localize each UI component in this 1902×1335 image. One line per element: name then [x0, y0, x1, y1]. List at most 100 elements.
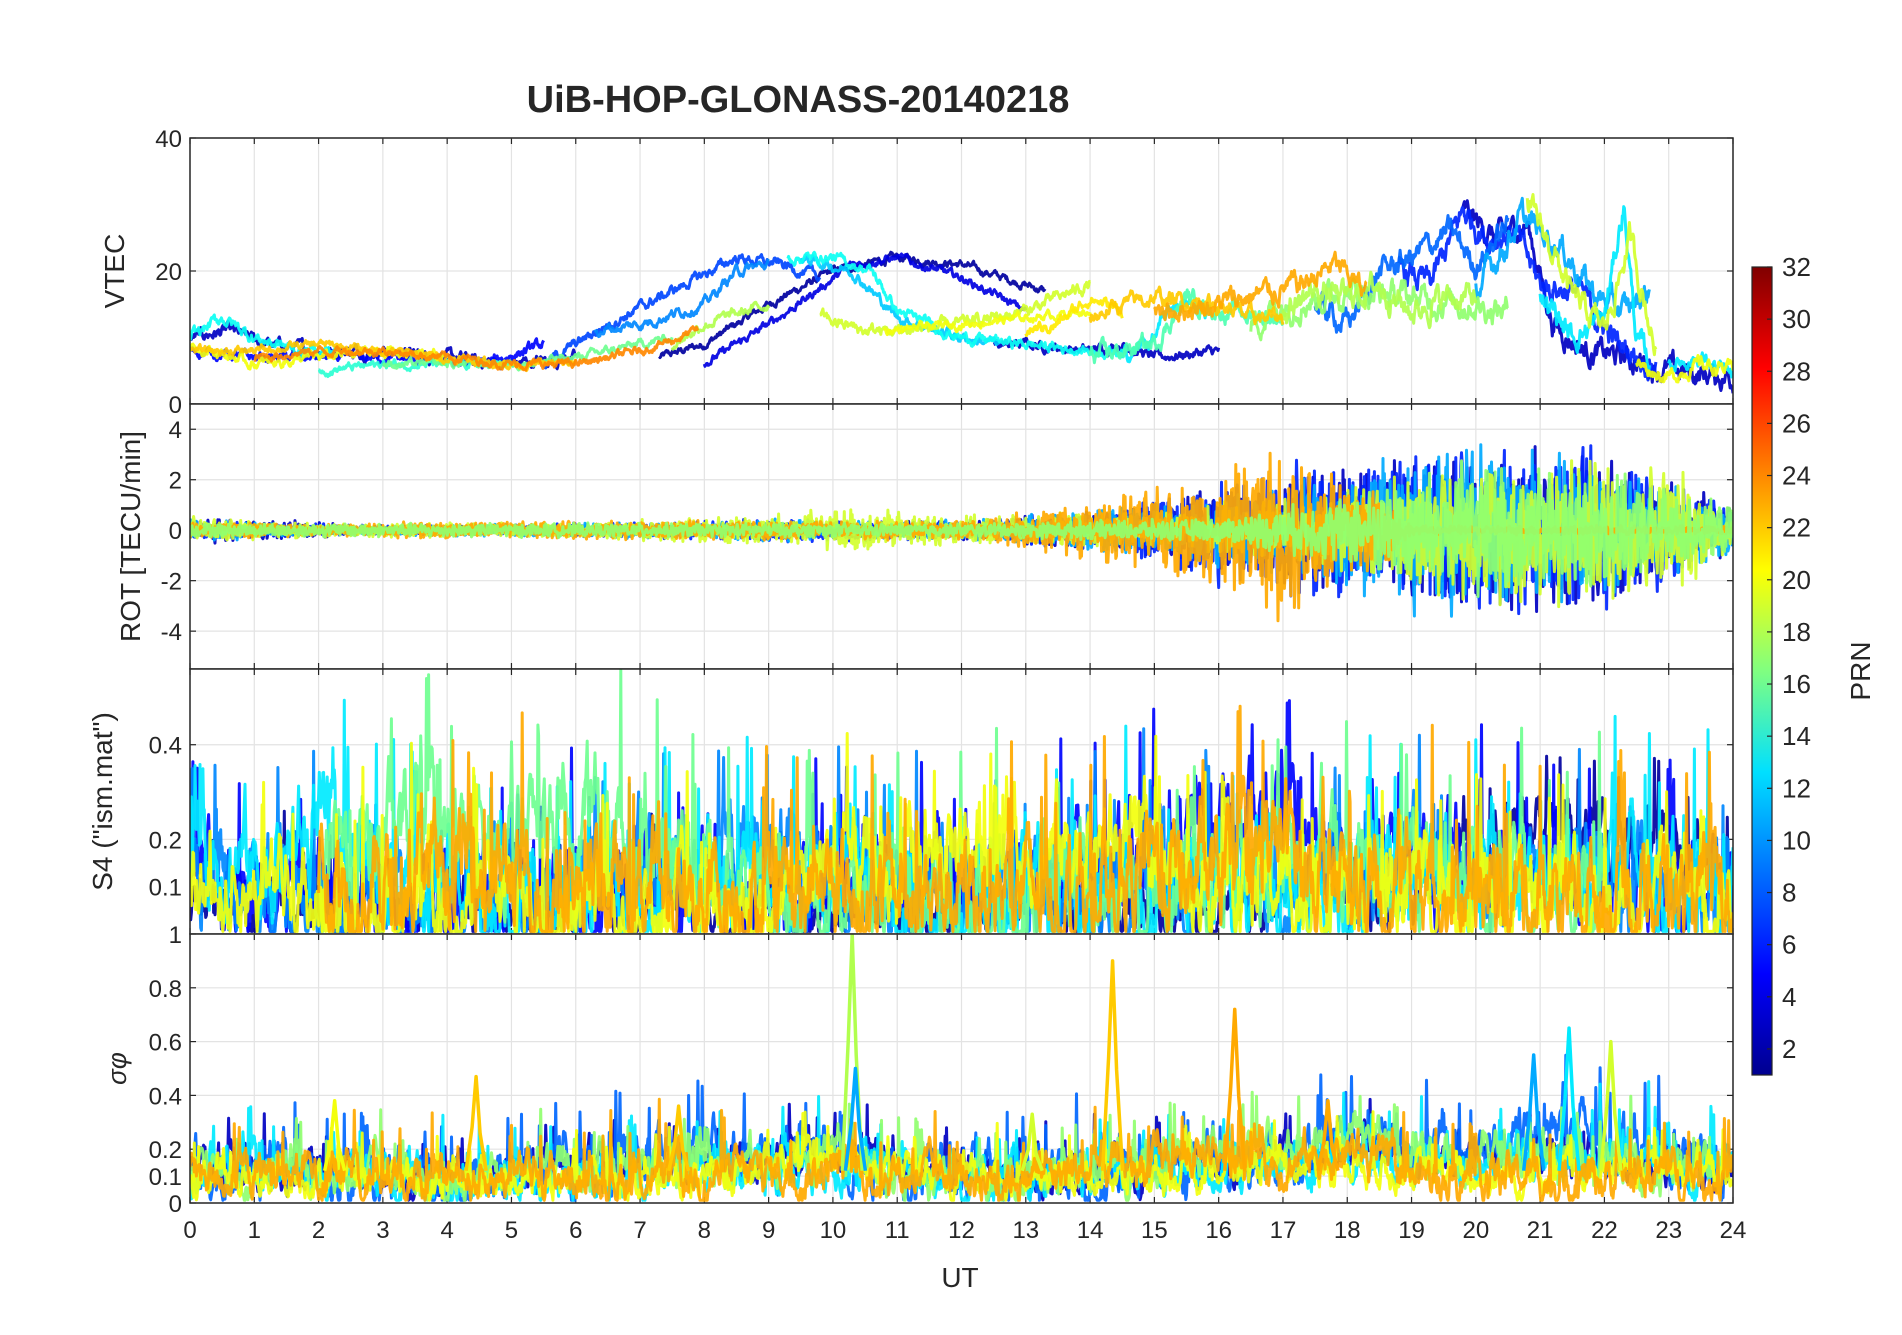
- colorbar-tick-label: 4: [1782, 982, 1796, 1012]
- x-tick-label: 17: [1270, 1217, 1297, 1244]
- vtec-series-prn-9: [593, 258, 770, 339]
- vtec-series-prn-22: [1088, 285, 1285, 326]
- rot-y-tick-label: -2: [161, 569, 182, 596]
- x-tick-label: 9: [762, 1217, 775, 1244]
- s4-series-group: [190, 669, 1733, 933]
- sigma-y-tick-label: 0.1: [149, 1164, 182, 1191]
- x-tick-label: 14: [1077, 1217, 1104, 1244]
- vtec-series-prn-19: [1525, 193, 1658, 357]
- x-axis-label: UT: [941, 1262, 978, 1293]
- colorbar-tick-label: 14: [1782, 721, 1811, 751]
- colorbar-tick-label: 30: [1782, 304, 1811, 334]
- panel-rot: -4 -2 0 2 4 ROT [TECU/min]: [115, 403, 1734, 670]
- x-tick-label: 23: [1655, 1217, 1682, 1244]
- vtec-y-tick-label: 0: [169, 392, 182, 419]
- colorbar-tick-label: 2: [1782, 1034, 1796, 1064]
- sigma-peak-prn-20: [322, 1099, 347, 1172]
- s4-series-prn-23: [317, 704, 1733, 933]
- vtec-series-prn-21: [1024, 296, 1124, 338]
- s4-y-axis-label: S4 ("ism.mat"): [87, 712, 118, 891]
- rot-series-group: [190, 443, 1733, 623]
- vtec-series-prn-8: [1313, 214, 1510, 334]
- x-tick-label: 8: [698, 1217, 711, 1244]
- x-tick-label: 21: [1527, 1217, 1554, 1244]
- panel-vtec: 0 20 40 VTEC: [99, 126, 1734, 419]
- x-tick-label: 1: [248, 1217, 261, 1244]
- x-tick-label: 7: [633, 1217, 646, 1244]
- chart-title: UiB-HOP-GLONASS-20140218: [527, 79, 1070, 121]
- colorbar-tick-label: 6: [1782, 930, 1796, 960]
- sigma-peak-prn-22: [1100, 959, 1125, 1171]
- rot-y-tick-label: 2: [169, 468, 182, 495]
- colorbar-tick-label: 12: [1782, 773, 1811, 803]
- colorbar-tick-label: 32: [1782, 252, 1811, 282]
- vtec-series-prn-2: [658, 250, 1047, 360]
- sigma-y-tick-label: 1: [169, 922, 182, 949]
- sigma-y-tick-label: 0.4: [149, 1083, 182, 1110]
- colorbar-tick-label: 26: [1782, 408, 1811, 438]
- colorbar-tick-label: 8: [1782, 878, 1796, 908]
- sigma-peak-prn-10: [1521, 1053, 1546, 1171]
- colorbar-tick-label: 16: [1782, 669, 1811, 699]
- vtec-series-group: [190, 193, 1733, 394]
- sigma-y-tick-label: 0.2: [149, 1137, 182, 1164]
- rot-series-prn-17: [190, 459, 1733, 598]
- x-tick-label: 13: [1012, 1217, 1039, 1244]
- sigma-peak-prn-23: [1316, 1099, 1340, 1172]
- s4-y-tick-label: 0.2: [149, 827, 182, 854]
- sigma-peak-prn-22: [666, 1104, 691, 1172]
- vtec-series-prn-20: [883, 308, 1092, 337]
- x-tick-label: 2: [312, 1217, 325, 1244]
- vtec-series-prn-13: [190, 313, 340, 361]
- sigma-y-tick-label: 0.8: [149, 976, 182, 1003]
- x-tick-label: 22: [1591, 1217, 1618, 1244]
- colorbar-gradient: [1752, 267, 1772, 1075]
- colorbar-tick-label: 22: [1782, 513, 1811, 543]
- vtec-series-prn-19: [819, 279, 1091, 337]
- vtec-y-tick-label: 40: [155, 126, 182, 153]
- vtec-series-prn-7: [542, 253, 822, 370]
- x-tick-label: 10: [820, 1217, 847, 1244]
- x-tick-label: 4: [440, 1217, 453, 1244]
- x-tick-label: 18: [1334, 1217, 1361, 1244]
- x-tick-label: 3: [376, 1217, 389, 1244]
- colorbar-tick-label: 10: [1782, 825, 1811, 855]
- sigma-series-prn-23: [190, 1097, 1733, 1202]
- vtec-series-prn-4: [702, 252, 1028, 368]
- rot-y-tick-label: 0: [169, 518, 182, 545]
- x-tick-label: 19: [1398, 1217, 1425, 1244]
- colorbar-tick-label: 20: [1782, 565, 1811, 595]
- sigma-y-tick-label: 0: [169, 1191, 182, 1218]
- sigma-peak-prn-10: [843, 1066, 868, 1171]
- sigma-axes-box: [189, 933, 1734, 1204]
- vtec-series-prn-10: [1474, 196, 1651, 318]
- x-tick-label: 6: [569, 1217, 582, 1244]
- sigma-peak-prn-22: [464, 1074, 488, 1171]
- vtec-series-prn-23: [1153, 250, 1368, 323]
- rot-y-tick-label: -4: [161, 619, 182, 646]
- vtec-series-prn-13: [786, 250, 1124, 361]
- sigma-peak-prn-19: [1020, 1112, 1044, 1172]
- colorbar-label: PRN: [1845, 641, 1876, 700]
- sigma-y-tick-label: 0.6: [149, 1030, 182, 1057]
- x-tick-label: 12: [948, 1217, 975, 1244]
- vtec-y-tick-label: 20: [155, 259, 182, 286]
- s4-y-tick-label: 0.4: [149, 733, 182, 760]
- sigma-peak-prn-19: [1599, 1039, 1623, 1171]
- s4-y-tick-label: 0.1: [149, 875, 182, 902]
- x-tick-label: 16: [1205, 1217, 1232, 1244]
- panel-sigma: 00.10.2 0.4 0.6 0.8 1 σφ: [102, 922, 1734, 1218]
- x-tick-label: 11: [885, 1217, 910, 1244]
- colorbar-frame: [1751, 266, 1773, 1076]
- vtec-y-axis-label: VTEC: [99, 234, 130, 309]
- vtec-series-prn-15: [1088, 288, 1285, 365]
- x-tick-label: 24: [1720, 1217, 1747, 1244]
- vtec-series-prn-24: [253, 325, 700, 372]
- sigma-y-axis-label: σφ: [102, 1052, 132, 1085]
- colorbar-tick-label: 28: [1782, 356, 1811, 386]
- x-tick-label: 0: [183, 1217, 196, 1244]
- vtec-series-prn-12: [1538, 205, 1651, 376]
- x-axis: 0 1 2 3 4 5 6 7 8 9 10 11 12 13 14 15 16 17 18 19 20 21 22 23 24: [183, 1217, 1746, 1244]
